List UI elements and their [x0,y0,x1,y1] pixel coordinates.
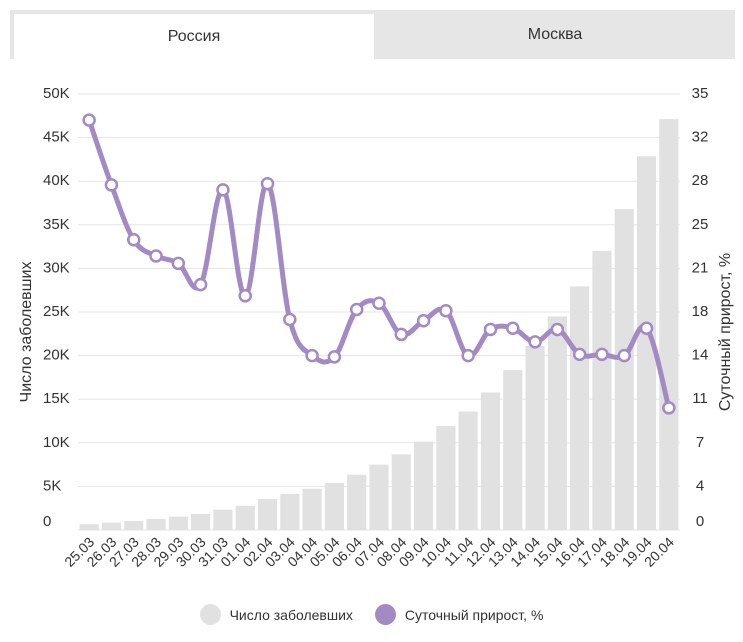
growth-point [104,178,119,192]
y-tick-left: 45K [43,129,70,146]
legend-growth-swatch [374,604,396,625]
growth-point [238,289,252,303]
growth-point [82,113,96,127]
growth-point [416,313,431,328]
growth-line [86,119,672,409]
region-tabs: Россия Москва [10,10,735,59]
y-tick-right: 18 [692,303,709,320]
y-tick-left: 25K [43,303,70,320]
y-tick-right: 28 [692,172,709,189]
growth-point [305,348,319,363]
growth-point [572,347,587,362]
cases-chart: 0 0 5K 4 10K 7 15K 11 20K 14 25K 18 30K 21 35K 25 40K 28 4… [18,85,734,570]
bar [414,441,434,530]
growth-point [662,401,676,415]
bar [458,411,478,530]
bar [636,156,657,530]
y-tick-right: 4 [696,477,704,494]
bar [614,209,634,530]
y-tick-left: 35K [43,216,70,233]
bar [480,392,501,530]
bar [257,499,278,530]
bar [101,522,122,530]
bar [436,426,456,530]
bar [347,474,367,530]
growth-point [149,249,163,263]
growth-point [372,296,386,311]
legend-cases-swatch [199,604,221,625]
y-tick-right: 11 [692,390,708,407]
bar [391,454,411,530]
bar [592,250,612,530]
y-axis-title-right: Суточный прирост, % [717,253,734,411]
y-tick-right: 7 [696,434,704,451]
legend-cases-label: Число заболевших [229,606,353,623]
growth-point [327,350,342,364]
y-tick-left: 40K [43,172,70,189]
y-tick-left: 5K [43,477,61,494]
bar [168,516,188,530]
growth-point [171,256,186,271]
growth-point [506,321,520,335]
y-tick-right: 21 [692,259,709,276]
legend-item-cases[interactable]: Число заболевших [199,604,353,625]
y-tick-left: 0 [43,513,51,530]
bar [191,513,211,530]
bar [324,483,344,530]
bar [213,509,233,530]
y-tick-left: 20K [43,347,70,364]
growth-point [617,348,632,363]
tab-moscow[interactable]: Москва [527,25,583,43]
y-tick-left: 30K [43,259,70,276]
bar [525,345,545,530]
growth-point [349,302,364,317]
bar [369,464,389,530]
bar [547,316,567,530]
y-tick-right: 32 [692,129,709,146]
y-tick-right: 0 [696,513,704,530]
y-tick-right: 35 [692,85,709,102]
bar [302,488,322,530]
growth-point [483,322,498,337]
growth-point [193,277,208,292]
tab-russia[interactable]: Россия [13,13,375,59]
growth-point [461,348,475,363]
bar [79,524,99,530]
growth-point [550,322,565,337]
growth-point [595,347,609,362]
bar [659,119,679,530]
legend-item-growth[interactable]: Суточный прирост, % [374,604,544,625]
y-tick-left: 50K [43,85,70,102]
growth-point [528,335,542,349]
growth-point [439,304,453,318]
bar [570,286,590,530]
bar [235,505,255,530]
growth-point [639,321,654,335]
bar [124,520,144,530]
growth-point [126,232,141,247]
y-axis-title-left: Число заболевших [18,262,35,403]
growth-point [394,327,409,342]
y-tick-right: 25 [692,216,709,233]
growth-point [260,176,275,191]
y-tick-right: 14 [692,347,709,364]
bar [146,518,166,530]
bar [280,493,300,530]
y-tick-left: 15K [43,390,70,407]
legend: Число заболевших Суточный прирост, % [0,604,743,625]
growth-point [283,312,297,327]
y-tick-left: 10K [43,434,70,451]
legend-growth-label: Суточный прирост, % [404,606,544,623]
bar [503,370,523,530]
growth-point [216,183,230,197]
